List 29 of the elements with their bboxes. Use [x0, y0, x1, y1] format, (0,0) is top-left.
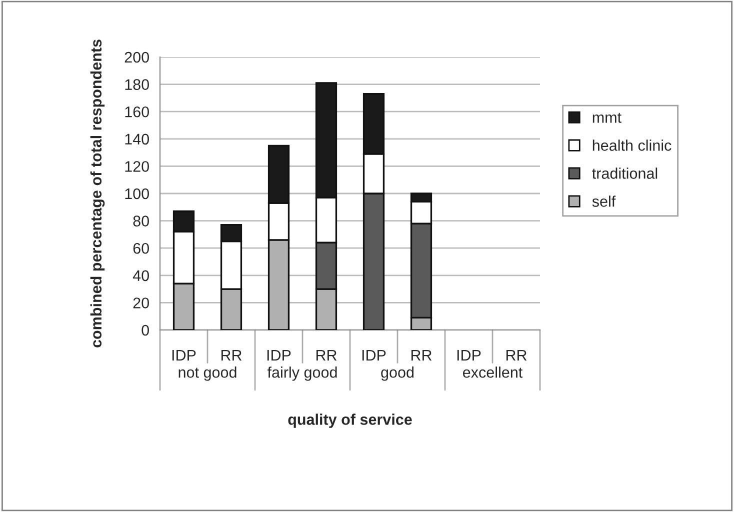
text: good	[381, 366, 414, 381]
y-tick-label: 180	[125, 79, 149, 90]
y-tick-label: 140	[125, 134, 149, 145]
text: not good	[178, 366, 236, 381]
y-axis-title: combined percentage of total respondents	[90, 40, 105, 348]
y-tick-label: 60	[133, 242, 149, 254]
y-tick-label: 100	[125, 188, 149, 200]
text: excellent	[463, 366, 523, 378]
y-tick-label: 0	[142, 324, 149, 336]
x-tick-label: IDP	[362, 350, 386, 361]
x-tick-label: RR	[506, 350, 527, 361]
x-tick-label: IDP	[457, 350, 481, 361]
y-tick-label: 160	[125, 106, 149, 118]
y-tick-label: 120	[125, 161, 149, 172]
legend-label: self	[592, 196, 616, 207]
x-tick-label: RR	[221, 350, 242, 361]
y-tick-label: 40	[132, 270, 149, 282]
y-tick-label: 200	[124, 52, 149, 63]
x-tick-label: IDP	[267, 350, 291, 361]
legend-label: traditional	[592, 168, 658, 179]
x-tick-label: RR	[411, 350, 432, 361]
x-tick-label: IDP	[172, 350, 196, 361]
legend-label: health clinic	[592, 140, 672, 151]
x-tick-label: RR	[316, 350, 337, 361]
legend-label: mmt	[592, 112, 622, 123]
y-tick-label: 80	[133, 216, 149, 226]
y-tick-label: 20	[133, 298, 149, 308]
x-axis-title: quality of service	[288, 414, 412, 428]
text: fairly good	[267, 366, 337, 381]
